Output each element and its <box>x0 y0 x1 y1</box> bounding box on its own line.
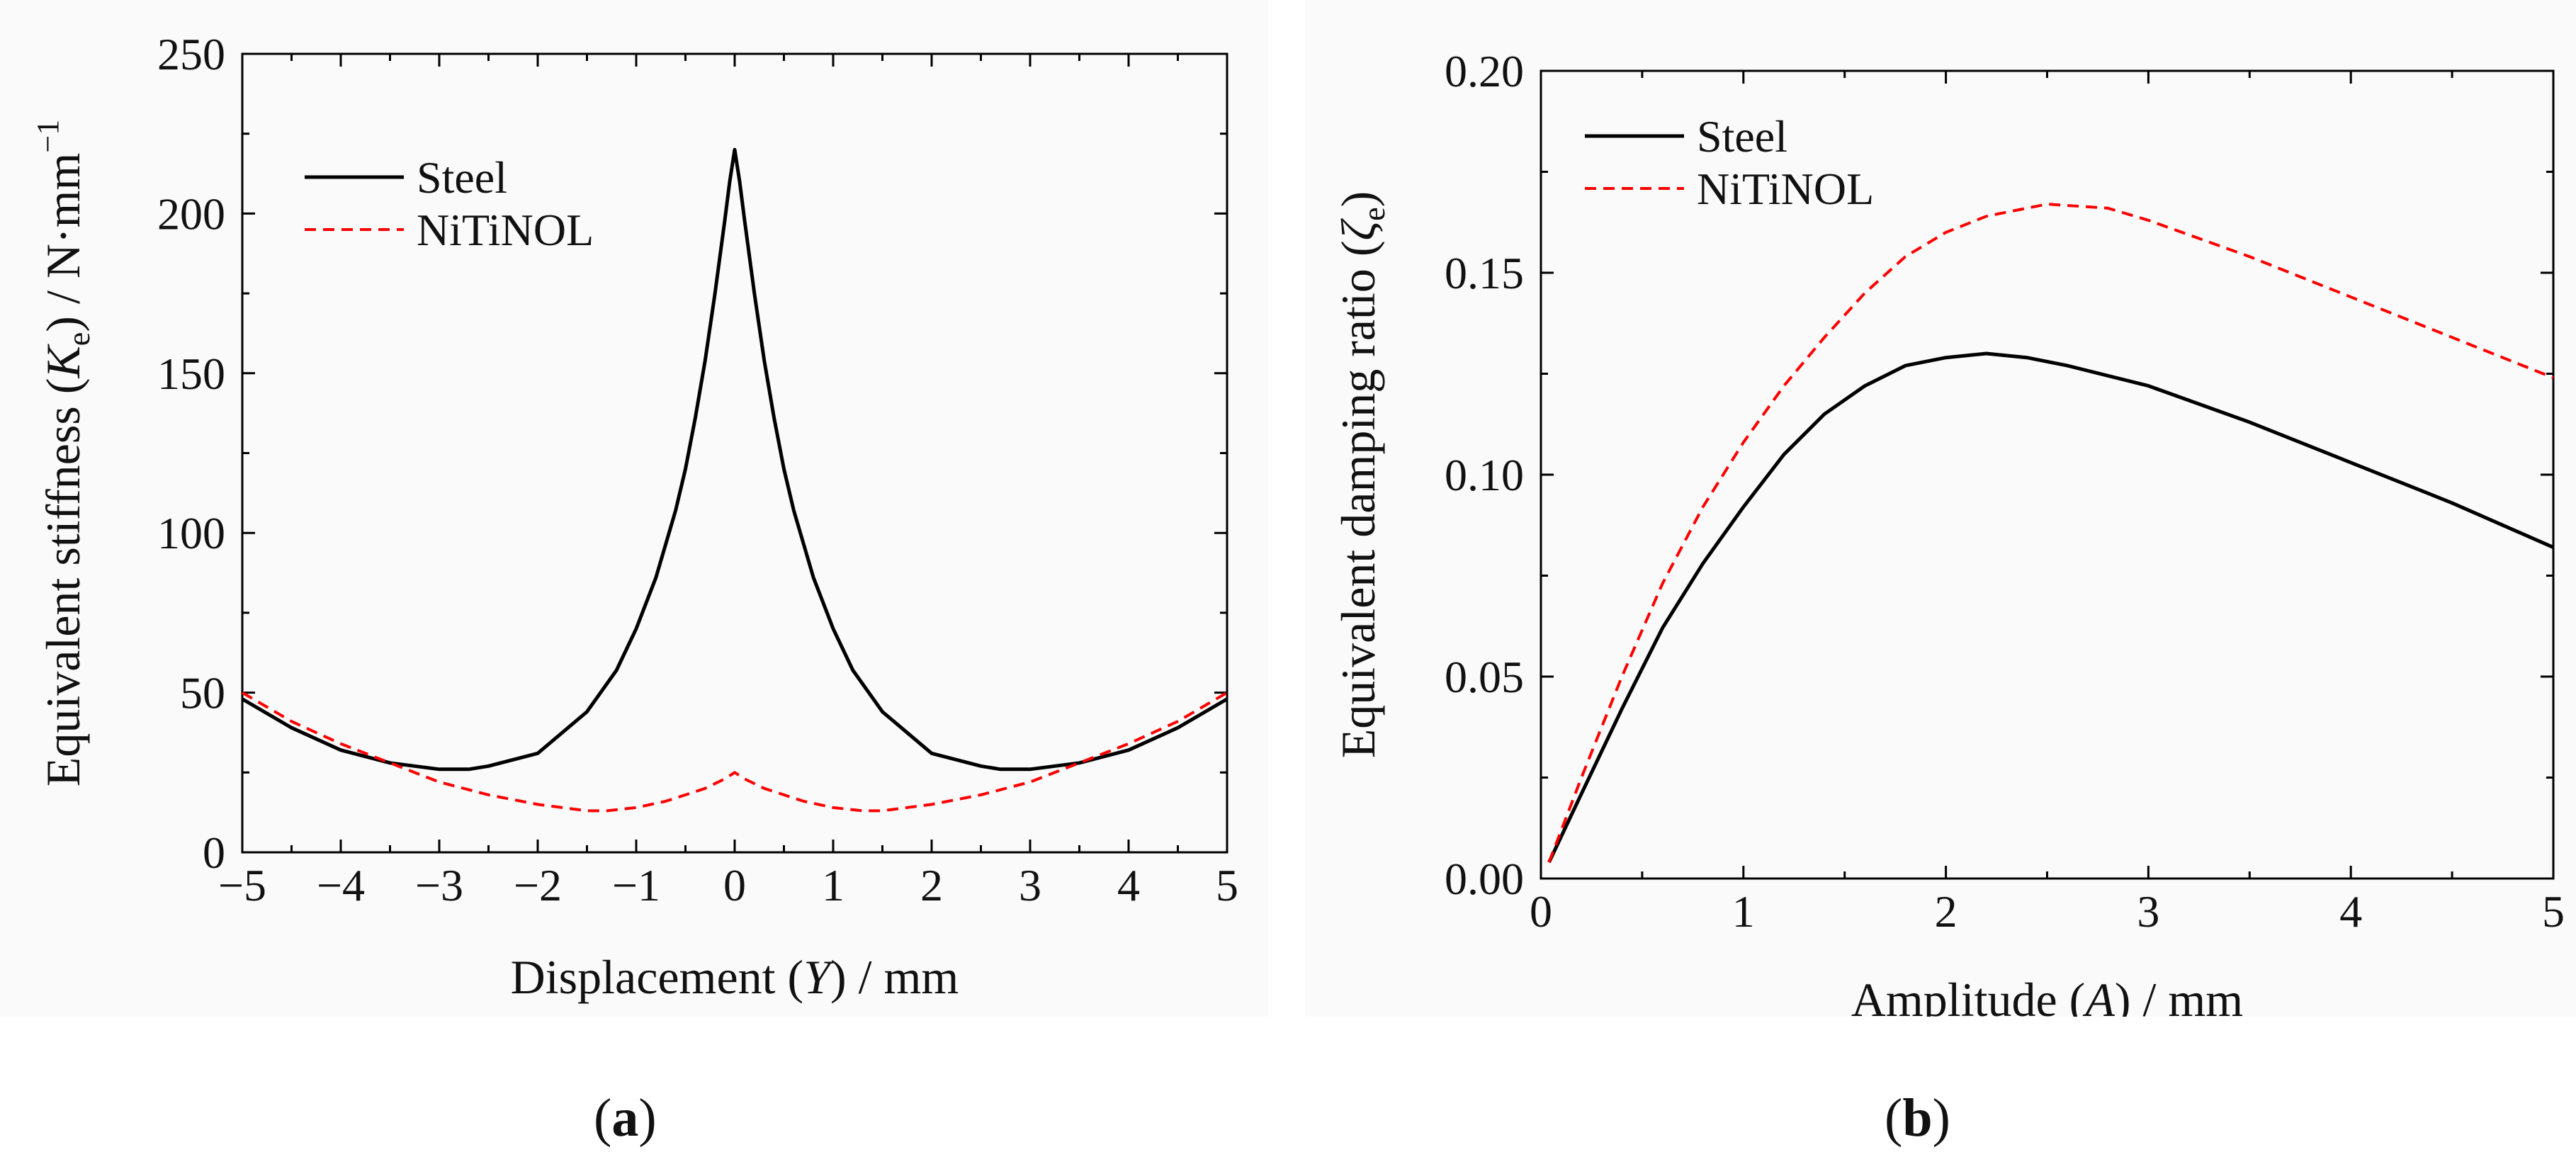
x-axis-title-unit-a: ) / mm <box>830 950 959 1004</box>
plot-frame-b <box>1540 69 2555 880</box>
x-axis-title-a: Displacement (Y) / mm <box>511 950 959 1004</box>
y-axis-title-unit-b: ) <box>1331 191 1385 208</box>
x-tick-label-a: 0 <box>723 860 746 910</box>
y-axis-title-var-b: ζ <box>1331 218 1385 240</box>
x-tick-label-a: −3 <box>415 860 463 910</box>
x-tick-label-a: −1 <box>612 860 660 910</box>
x-tick-label-a: 5 <box>1216 860 1238 910</box>
chart-panel-b: 0 1 2 3 4 5 0.00 0.05 0.10 0.15 0.20 Steel NiTiNOL Am… <box>1305 0 2576 1017</box>
x-tick-label-b: 3 <box>2137 886 2159 937</box>
x-tick-label-b: 4 <box>2339 886 2362 937</box>
y-tick-label-b: 0.10 <box>1445 450 1524 500</box>
x-axis-title-text-a: Displacement ( <box>511 950 804 1004</box>
y-axis-title-sub-a: e <box>62 332 96 346</box>
x-tick-label-a: 1 <box>822 860 844 910</box>
y-tick-label-a: 200 <box>157 188 225 239</box>
series-line-b-steel <box>1547 351 2555 864</box>
legend-label-a-nitinol: NiTiNOL <box>417 205 594 255</box>
legend-label-a-steel: Steel <box>417 152 507 203</box>
series-line-a-nitinol <box>241 691 1228 813</box>
y-axis-title-var-a: K <box>36 344 90 379</box>
y-tick-label-a: 250 <box>157 29 225 79</box>
x-tick-label-b: 5 <box>2542 886 2565 937</box>
y-axis-title-b: Equivalent damping ratio (ζe) <box>1331 191 1391 759</box>
caption-b-label: b <box>1902 1088 1933 1148</box>
x-tick-label-a: 4 <box>1117 860 1140 910</box>
y-axis-title-text-b: Equivalent damping ratio ( <box>1331 240 1385 758</box>
x-tick-label-a: −4 <box>317 860 365 910</box>
x-axis-title-var-a: Y <box>803 950 835 1004</box>
caption-b: (b) <box>1885 1088 1950 1148</box>
y-tick-label-b: 0.00 <box>1445 854 1524 904</box>
caption-a-label: a <box>611 1088 639 1148</box>
y-tick-label-b: 0.15 <box>1445 248 1524 298</box>
y-tick-label-a: 150 <box>157 349 225 399</box>
x-tick-label-a: −5 <box>218 860 266 910</box>
x-axis-title-var-b: A <box>2082 973 2115 1017</box>
x-tick-label-b: 2 <box>1935 886 1958 937</box>
legend-label-b-nitinol: NiTiNOL <box>1697 164 1874 214</box>
x-tick-label-a: 2 <box>920 860 943 910</box>
y-axis-title-sup-a: −1 <box>30 120 65 153</box>
y-axis-title-text-a: Equivalent stiffness ( <box>36 378 90 787</box>
x-axis-title-text-b: Amplitude ( <box>1851 973 2086 1017</box>
chart-a-svg: −5 −4 −3 −2 −1 0 1 2 3 4 5050100150200250SteelNiTi… <box>30 29 1238 1004</box>
x-tick-label-a: −2 <box>514 860 562 910</box>
legend-label-b-steel: Steel <box>1697 111 1787 162</box>
y-axis-title-sub-b: e <box>1357 207 1391 221</box>
series-line-b-nitinol <box>1547 203 2554 863</box>
x-tick-label-b: 1 <box>1732 886 1755 937</box>
x-tick-label-b: 0 <box>1530 886 1552 937</box>
x-tick-label-a: 3 <box>1019 860 1041 910</box>
plot-frame-a <box>241 52 1228 854</box>
x-axis-title-unit-b: ) / mm <box>2115 973 2243 1017</box>
y-tick-label-b: 0.05 <box>1445 652 1524 702</box>
x-axis-title-b: Amplitude (A) / mm <box>1851 973 2243 1017</box>
y-tick-label-a: 100 <box>157 508 225 558</box>
series-line-a-steel <box>241 147 1228 772</box>
y-axis-title-a: Equivalent stiffness (Ke) / N·mm−1 <box>30 120 96 786</box>
y-tick-label-a: 50 <box>180 668 225 718</box>
y-axis-title-unit-a: ) / N·mm <box>36 153 90 332</box>
y-tick-label-a: 0 <box>203 828 225 878</box>
chart-panel-a: −5 −4 −3 −2 −1 0 1 2 3 4 5 0 50 100 150 200 250 Steel NiTi… <box>0 0 1268 1017</box>
y-tick-label-b: 0.20 <box>1445 46 1524 96</box>
caption-a: (a) <box>594 1088 657 1148</box>
